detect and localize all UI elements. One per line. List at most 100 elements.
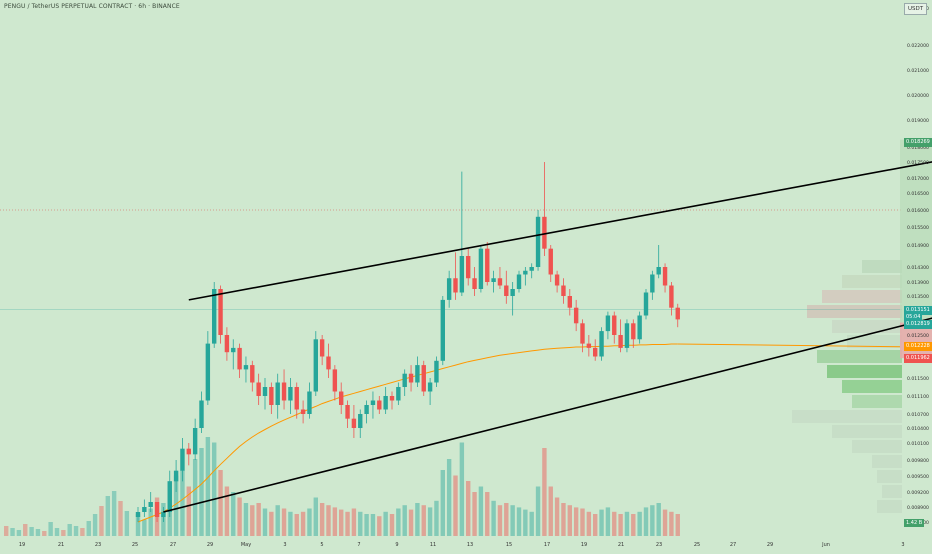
volume-bar-61 <box>523 509 528 536</box>
candle-body-24 <box>288 387 293 401</box>
volume-bar-31 <box>332 507 338 536</box>
volume-bar-54 <box>478 486 484 536</box>
volume-bar-20 <box>262 508 268 536</box>
time-axis-label-0: 19 <box>19 542 25 548</box>
candle-body-34 <box>351 418 357 428</box>
volume-bar-64 <box>542 448 547 536</box>
price-axis-label-24: 0.008900 <box>907 505 929 511</box>
volume-bar-47 <box>434 500 439 536</box>
volume-bar-56 <box>491 500 496 536</box>
prehistory-volume-bar-8 <box>54 528 60 536</box>
price-axis-label-21: 0.009800 <box>907 458 929 464</box>
time-axis-label-20: 29 <box>767 542 773 548</box>
candle-body-17 <box>243 365 249 370</box>
volume-bar-49 <box>446 459 452 536</box>
prehistory-volume-bar-19 <box>124 511 130 536</box>
volume-bar-21 <box>269 511 274 536</box>
prehistory-volume-bar-5 <box>35 529 41 536</box>
volume-bar-7 <box>180 470 185 536</box>
candle-body-83 <box>662 267 668 286</box>
volume-bar-85 <box>675 514 680 536</box>
price-axis-label-17: 0.011100 <box>907 394 929 400</box>
candle-body-48 <box>440 299 445 361</box>
candle-body-62 <box>529 267 534 271</box>
price-axis-unit[interactable]: USDT <box>904 3 928 15</box>
volume-bar-40 <box>389 514 395 536</box>
time-axis-label-8: 5 <box>320 542 323 548</box>
prehistory-volume-bar-15 <box>99 506 104 536</box>
candle-body-49 <box>446 278 452 300</box>
volume-bar-52 <box>466 481 471 536</box>
candle-body-58 <box>504 285 509 296</box>
volume-bar-27 <box>307 508 312 536</box>
volume-bar-22 <box>275 505 280 536</box>
volume-bar-50 <box>453 475 458 536</box>
stop-price-tag: 0.011962 <box>904 354 932 363</box>
time-axis-label-10: 9 <box>395 542 398 548</box>
candle-body-81 <box>650 274 655 293</box>
candle-body-26 <box>300 409 306 414</box>
volume-bar-39 <box>383 511 388 536</box>
volume-bar-14 <box>224 486 230 536</box>
volume-bar-70 <box>580 508 585 536</box>
candle-body-46 <box>427 382 433 392</box>
ma-line-extension <box>677 343 901 348</box>
prehistory-volume-bar-7 <box>48 522 53 536</box>
symbol-title[interactable]: PENGU / TetherUS PERPETUAL CONTRACT · 6h… <box>4 3 180 10</box>
target-price-tag: 0.018269 <box>904 138 932 147</box>
price-axis-label-8: 0.016500 <box>907 191 929 197</box>
volume-bar-38 <box>377 516 382 536</box>
candle-body-69 <box>573 307 579 324</box>
volume-bar-62 <box>529 511 534 536</box>
candle-body-77 <box>624 323 630 348</box>
volume-bar-17 <box>243 503 249 536</box>
last-price-tag: 0.013151 <box>904 306 932 315</box>
current-price-tag: 0.012819 <box>904 320 932 329</box>
candle-body-20 <box>262 387 268 396</box>
time-axis-label-6: May <box>241 542 251 548</box>
candle-body-30 <box>326 356 331 370</box>
price-axis-label-2: 0.021000 <box>907 68 929 74</box>
candle-body-13 <box>218 289 223 335</box>
candle-body-80 <box>643 292 649 316</box>
volume-bar-37 <box>370 514 376 536</box>
price-axis-label-4: 0.019000 <box>907 118 929 124</box>
candle-body-71 <box>586 343 592 348</box>
candle-body-79 <box>637 315 642 340</box>
price-axis-label-1: 0.022000 <box>907 43 929 49</box>
prehistory-volume-bar-16 <box>105 496 110 536</box>
candle-body-0 <box>135 512 141 517</box>
candle-body-41 <box>396 387 401 401</box>
time-axis-label-16: 21 <box>618 542 624 548</box>
price-axis-label-12: 0.014300 <box>907 265 929 271</box>
volume-bar-0 <box>135 514 141 536</box>
candle-body-29 <box>319 339 325 357</box>
volume-profile-bar-5 <box>847 335 902 348</box>
candle-body-76 <box>618 335 623 348</box>
volume-bar-1 <box>142 519 147 536</box>
candle-body-16 <box>237 347 242 370</box>
candle-body-50 <box>453 278 458 293</box>
price-axis-label-11: 0.014900 <box>907 243 929 249</box>
candle-body-39 <box>383 396 388 410</box>
volume-bar-74 <box>605 507 611 536</box>
volume-bar-41 <box>396 508 401 536</box>
time-axis-label-11: 11 <box>430 542 436 548</box>
volume-bar-35 <box>358 511 363 536</box>
countdown-tag: 05:04 <box>904 313 923 322</box>
candle-body-8 <box>186 448 191 455</box>
candle-body-32 <box>339 391 344 405</box>
volume-bar-63 <box>535 486 541 536</box>
candle-body-1 <box>142 507 147 512</box>
candle-body-9 <box>192 428 198 455</box>
candle-body-75 <box>612 315 617 335</box>
candle-body-44 <box>415 365 420 383</box>
candle-body-63 <box>535 216 541 267</box>
volume-bar-25 <box>294 514 299 536</box>
candle-body-15 <box>231 347 236 353</box>
volume-bar-57 <box>497 505 503 536</box>
candle-body-65 <box>548 248 553 275</box>
candle-body-37 <box>370 400 376 405</box>
